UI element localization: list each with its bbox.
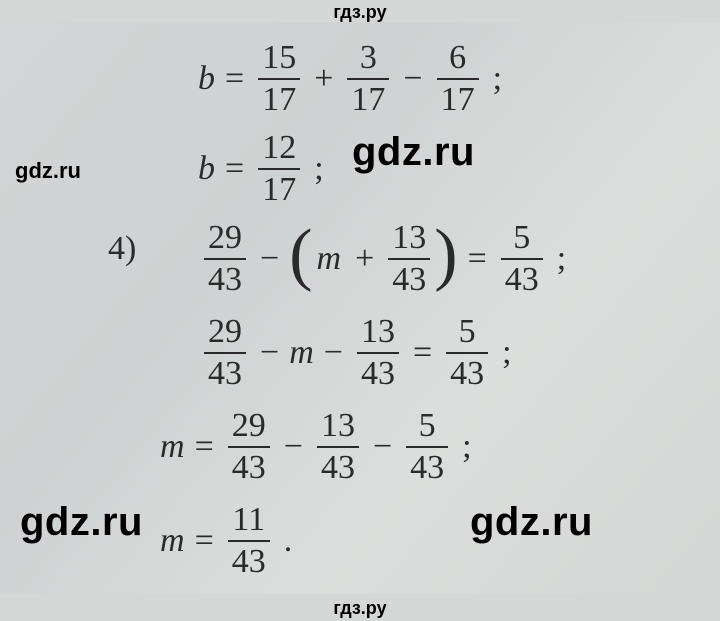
- var-b: b: [198, 150, 215, 188]
- watermark-large: gdz.ru: [470, 500, 593, 545]
- fraction: 13 43: [357, 314, 399, 391]
- var-m: m: [160, 522, 185, 560]
- fraction: 13 43: [317, 408, 359, 485]
- equals: =: [225, 60, 244, 98]
- equation-line-2: b = 12 17 ;: [198, 130, 324, 207]
- semicolon: ;: [557, 240, 566, 278]
- denominator: 43: [388, 258, 430, 298]
- semicolon: ;: [314, 150, 323, 188]
- plus: +: [314, 60, 333, 98]
- semicolon: ;: [462, 428, 471, 466]
- fraction: 5 43: [406, 408, 448, 485]
- var-m: m: [317, 240, 342, 278]
- equation-line-6: m = 11 43 .: [160, 502, 292, 579]
- fraction: 5 43: [501, 220, 543, 297]
- equation-line-1: b = 15 17 + 3 17 − 6 17 ;: [198, 40, 502, 117]
- minus: −: [260, 240, 279, 278]
- numerator: 13: [357, 314, 399, 352]
- var-b: b: [198, 60, 215, 98]
- plus: +: [355, 240, 374, 278]
- fraction: 5 43: [446, 314, 488, 391]
- denominator: 43: [317, 446, 359, 486]
- denominator: 43: [406, 446, 448, 486]
- denominator: 43: [357, 352, 399, 392]
- denominator: 43: [501, 258, 543, 298]
- minus: −: [324, 334, 343, 372]
- denominator: 43: [228, 446, 270, 486]
- watermark-small: gdz.ru: [15, 158, 81, 184]
- numerator: 29: [204, 220, 246, 258]
- equals: =: [413, 334, 432, 372]
- minus: −: [260, 334, 279, 372]
- fraction: 6 17: [437, 40, 479, 117]
- equation-line-4: 29 43 − m − 13 43 = 5 43 ;: [200, 314, 512, 391]
- semicolon: ;: [502, 334, 511, 372]
- denominator: 17: [437, 78, 479, 118]
- fraction: 3 17: [347, 40, 389, 117]
- denominator: 17: [258, 168, 300, 208]
- denominator: 43: [228, 540, 270, 580]
- scanned-page: b = 15 17 + 3 17 − 6 17 ; b = 12 17 ; gd…: [0, 22, 720, 594]
- denominator: 43: [446, 352, 488, 392]
- watermark-large: gdz.ru: [20, 500, 143, 545]
- numerator: 5: [455, 314, 480, 352]
- equation-line-5: m = 29 43 − 13 43 − 5 43 ;: [160, 408, 472, 485]
- numerator: 15: [258, 40, 300, 78]
- denominator: 17: [258, 78, 300, 118]
- numerator: 13: [388, 220, 430, 258]
- equals: =: [195, 522, 214, 560]
- denominator: 43: [204, 352, 246, 392]
- problem-number: 4): [108, 230, 136, 268]
- numerator: 3: [356, 40, 381, 78]
- equation-line-3: 29 43 − ( m + 13 43 ) = 5 43 ;: [200, 220, 566, 297]
- var-m: m: [160, 428, 185, 466]
- minus: −: [373, 428, 392, 466]
- fraction: 29 43: [228, 408, 270, 485]
- header-watermark: гдз.ру: [0, 0, 720, 23]
- equals: =: [468, 240, 487, 278]
- var-m: m: [289, 334, 314, 372]
- numerator: 13: [317, 408, 359, 446]
- fraction: 13 43: [388, 220, 430, 297]
- minus: −: [284, 428, 303, 466]
- numerator: 6: [445, 40, 470, 78]
- denominator: 17: [347, 78, 389, 118]
- numerator: 12: [258, 130, 300, 168]
- equals: =: [225, 150, 244, 188]
- fraction: 11 43: [228, 502, 270, 579]
- watermark-large: gdz.ru: [352, 130, 475, 175]
- fraction: 29 43: [204, 220, 246, 297]
- semicolon: ;: [493, 60, 502, 98]
- fraction: 29 43: [204, 314, 246, 391]
- numerator: 5: [509, 220, 534, 258]
- equals: =: [195, 428, 214, 466]
- minus: −: [403, 60, 422, 98]
- numerator: 11: [228, 502, 269, 540]
- fraction: 12 17: [258, 130, 300, 207]
- denominator: 43: [204, 258, 246, 298]
- fraction: 15 17: [258, 40, 300, 117]
- numerator: 29: [204, 314, 246, 352]
- numerator: 29: [228, 408, 270, 446]
- numerator: 5: [415, 408, 440, 446]
- period: .: [284, 522, 293, 560]
- footer-watermark: гдз.ру: [0, 598, 720, 619]
